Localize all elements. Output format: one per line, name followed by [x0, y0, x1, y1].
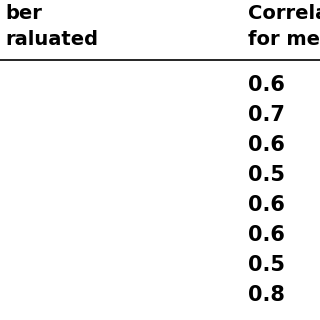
- Text: 0.5: 0.5: [248, 255, 285, 275]
- Text: raluated: raluated: [5, 30, 98, 49]
- Text: 0.5: 0.5: [248, 165, 285, 185]
- Text: 0.8: 0.8: [248, 285, 285, 305]
- Text: ber: ber: [5, 4, 42, 23]
- Text: 0.6: 0.6: [248, 75, 285, 95]
- Text: for medial re: for medial re: [248, 30, 320, 49]
- Text: 0.6: 0.6: [248, 135, 285, 155]
- Text: Correlation: Correlation: [248, 4, 320, 23]
- Text: 0.6: 0.6: [248, 225, 285, 245]
- Text: 0.7: 0.7: [248, 105, 285, 125]
- Text: 0.6: 0.6: [248, 195, 285, 215]
